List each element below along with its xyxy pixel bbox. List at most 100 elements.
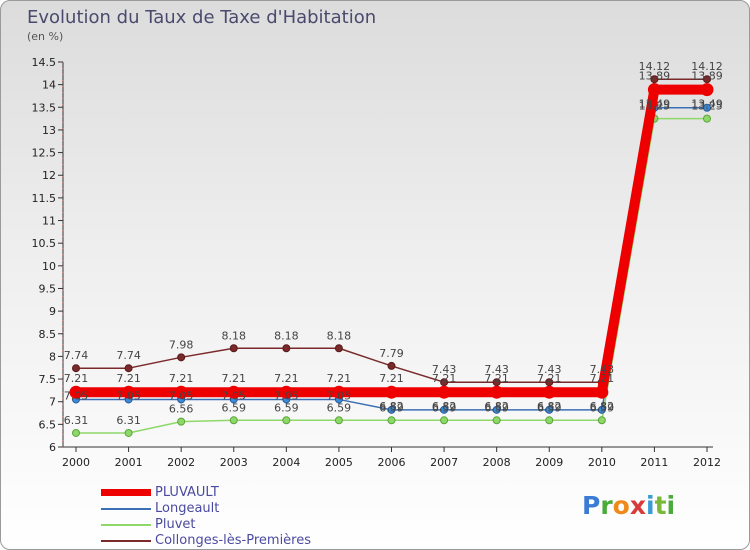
- data-point-3: [72, 364, 80, 373]
- data-point-1: [545, 405, 554, 414]
- legend-swatch-pluvet: [101, 524, 151, 526]
- y-tick-label: 8: [49, 350, 56, 363]
- y-tick-label: 11.5: [32, 192, 57, 205]
- data-label: 6.82: [537, 400, 562, 413]
- data-point-0: [542, 385, 556, 399]
- data-label: 7.21: [116, 372, 141, 385]
- legend-item-longeault: Longeault: [101, 501, 361, 517]
- data-point-1: [703, 103, 711, 112]
- data-point-2: [229, 416, 238, 425]
- data-label: 6.59: [484, 401, 509, 414]
- x-tick-label: 2009: [535, 456, 563, 469]
- data-point-0: [595, 385, 609, 399]
- data-label: 13.89: [691, 70, 723, 83]
- data-label: 7.43: [537, 363, 562, 376]
- legend-item-pluvault: PLUVAULT: [101, 485, 361, 501]
- y-tick-label: 7: [49, 396, 56, 409]
- data-label: 7.98: [169, 338, 194, 351]
- data-label: 6.31: [64, 414, 89, 427]
- data-point-0: [700, 83, 714, 97]
- data-point-2: [492, 416, 501, 425]
- legend-label-pluvault: PLUVAULT: [155, 485, 219, 500]
- data-label: 7.21: [274, 372, 299, 385]
- data-label: 13.89: [639, 70, 671, 83]
- chart-subtitle: (en %): [27, 30, 64, 43]
- legend-label-longeault: Longeault: [155, 501, 220, 516]
- data-label: 7.21: [327, 372, 352, 385]
- legend-swatch-pluvault: [101, 489, 151, 496]
- data-label: 7.21: [64, 372, 89, 385]
- y-tick-label: 12: [42, 169, 56, 182]
- data-point-0: [490, 385, 504, 399]
- data-point-2: [124, 428, 133, 437]
- data-point-3: [703, 75, 711, 84]
- data-point-2: [334, 416, 343, 425]
- data-label: 7.79: [379, 347, 404, 360]
- y-tick-label: 9.5: [39, 282, 57, 295]
- x-tick-label: 2003: [220, 456, 248, 469]
- x-tick-label: 2004: [272, 456, 300, 469]
- data-point-3: [177, 353, 186, 362]
- data-point-0: [69, 385, 83, 399]
- data-label: 7.21: [537, 372, 562, 385]
- data-label: 13.25: [639, 100, 671, 113]
- data-point-1: [387, 405, 396, 414]
- data-point-2: [597, 416, 606, 425]
- data-label: 7.74: [116, 349, 141, 362]
- data-label: 8.18: [274, 329, 299, 342]
- data-label: 6.59: [327, 401, 352, 414]
- x-tick-label: 2001: [115, 456, 143, 469]
- data-label: 6.59: [537, 401, 562, 414]
- data-label: 13.49: [639, 98, 671, 111]
- legend-label-collonges: Collonges-lès-Premières: [155, 533, 312, 548]
- data-point-0: [332, 385, 346, 399]
- data-point-3: [334, 344, 343, 353]
- data-point-2: [72, 428, 80, 437]
- data-point-0: [437, 385, 451, 399]
- data-label: 7.05: [116, 389, 141, 402]
- data-point-0: [385, 385, 398, 399]
- data-label: 6.59: [432, 401, 457, 414]
- x-tick-label: 2010: [588, 456, 616, 469]
- data-point-2: [387, 416, 396, 425]
- x-tick-label: 2012: [693, 456, 721, 469]
- data-point-0: [647, 83, 661, 97]
- data-point-1: [492, 405, 501, 414]
- y-tick-label: 12.5: [32, 147, 57, 160]
- data-point-2: [703, 114, 711, 123]
- x-tick-label: 2006: [378, 456, 406, 469]
- x-tick-label: 2005: [325, 456, 353, 469]
- data-point-2: [440, 416, 449, 425]
- data-label: 7.21: [169, 372, 194, 385]
- y-tick-label: 14: [42, 79, 56, 92]
- data-label: 6.56: [169, 403, 194, 416]
- data-label: 13.25: [691, 100, 723, 113]
- y-tick-label: 6.5: [39, 418, 57, 431]
- y-tick-label: 11: [42, 215, 56, 228]
- y-tick-label: 13: [42, 124, 56, 137]
- y-tick-label: 7.5: [39, 373, 57, 386]
- data-label: 7.74: [64, 349, 89, 362]
- y-tick-label: 6: [49, 441, 56, 454]
- data-point-2: [282, 416, 291, 425]
- legend-swatch-collonges: [101, 540, 151, 542]
- y-tick-label: 14.5: [32, 56, 57, 69]
- y-tick-label: 10: [42, 260, 56, 273]
- data-point-0: [279, 385, 293, 399]
- data-point-1: [440, 405, 449, 414]
- data-label: 13.49: [691, 98, 723, 111]
- legend-item-pluvet: Pluvet: [101, 517, 361, 533]
- data-label: 6.82: [432, 400, 457, 413]
- data-point-3: [387, 361, 396, 370]
- data-label: 7.05: [274, 389, 299, 402]
- data-label: 7.21: [379, 372, 404, 385]
- data-label: 7.05: [169, 389, 194, 402]
- legend-item-collonges: Collonges-lès-Premières: [101, 533, 361, 549]
- data-label: 7.21: [222, 372, 247, 385]
- data-label: 7.43: [590, 363, 615, 376]
- data-label: 8.18: [327, 329, 352, 342]
- data-point-0: [227, 385, 241, 399]
- data-label: 7.05: [64, 389, 89, 402]
- data-label: 6.82: [484, 400, 509, 413]
